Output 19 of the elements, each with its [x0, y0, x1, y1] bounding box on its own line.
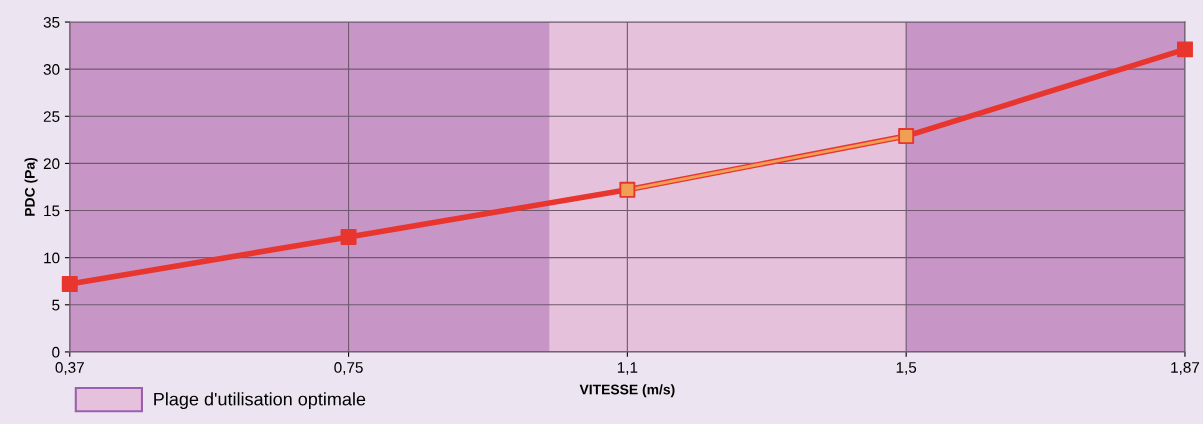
y-axis-title: PDC (Pa)	[24, 157, 38, 216]
point	[61, 276, 78, 293]
y-tick-label: 15	[44, 205, 60, 217]
point	[340, 228, 357, 245]
y-tick-label: 5	[52, 299, 60, 311]
y-tick-label: 10	[44, 252, 60, 264]
text: Plage d'utilisation optimale	[154, 392, 366, 410]
y-tick-label: 25	[43, 111, 60, 122]
point	[1176, 41, 1193, 58]
y-tick-label: 0	[52, 346, 60, 358]
x-tick-label: 0,37	[55, 362, 84, 375]
x-tick-label: 1,1	[617, 362, 638, 375]
x-tick-label: 1,5	[896, 362, 917, 375]
y-tick-label: 30	[43, 64, 60, 75]
x-tick-label: 0,75	[334, 362, 363, 375]
y-tick-label: 35	[43, 16, 60, 28]
x-tick-label: 1,87	[1171, 362, 1200, 375]
y-tick-label: 20	[43, 158, 60, 170]
x-axis-title: VITESSE (m/s)	[579, 384, 675, 398]
